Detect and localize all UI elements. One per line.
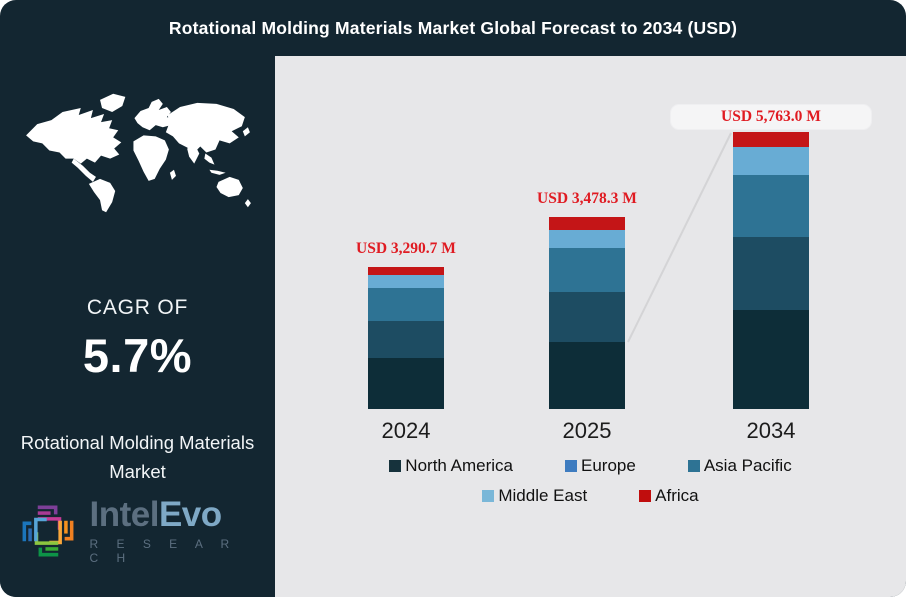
- page-title: Rotational Molding Materials Market Glob…: [168, 17, 738, 38]
- bar-2034: [733, 132, 809, 409]
- segment-asia-pacific-2025: [549, 247, 625, 293]
- legend-swatch-north-america: [389, 460, 402, 472]
- legend-item-europe: Europe: [565, 456, 636, 476]
- total-label-2024: USD 3,290.7 M: [356, 240, 456, 257]
- segment-north-america-2034: [733, 309, 809, 409]
- segment-africa-2024: [368, 267, 444, 276]
- bar-2024: [368, 267, 444, 409]
- segment-europe-2034: [733, 236, 809, 310]
- legend-label-europe: Europe: [581, 456, 636, 475]
- legend-swatch-asia-pacific: [687, 460, 700, 472]
- legend-row-2: Middle East Africa: [275, 486, 906, 506]
- legend-item-middle-east: Middle East: [482, 486, 587, 506]
- sidebar: CAGR OF 5.7% Rotational Molding Material…: [0, 56, 275, 597]
- legend-swatch-europe: [565, 460, 577, 472]
- segment-africa-2034: [733, 132, 809, 148]
- segment-middle-east-2034: [733, 147, 809, 176]
- intelevo-logo: IntelEvo R E S E A R C H: [16, 497, 260, 565]
- content: CAGR OF 5.7% Rotational Molding Material…: [0, 56, 906, 597]
- logo-subtitle: R E S E A R C H: [89, 537, 237, 565]
- legend-label-middle-east: Middle East: [498, 486, 588, 505]
- header: Rotational Molding Materials Market Glob…: [0, 0, 906, 56]
- bar-2025: [549, 217, 625, 409]
- legend-item-north-america: North America: [389, 456, 513, 476]
- logo-name-intel: Intel: [89, 495, 160, 534]
- segment-europe-2025: [549, 292, 625, 343]
- segment-north-america-2025: [549, 342, 625, 409]
- logo-name: IntelEvo: [90, 497, 260, 532]
- world-map-graphic: [19, 86, 257, 214]
- cagr-value: 5.7%: [82, 329, 193, 382]
- segment-asia-pacific-2024: [368, 288, 444, 322]
- segment-africa-2025: [549, 217, 625, 230]
- legend-item-africa: Africa: [639, 486, 699, 506]
- legend-swatch-middle-east: [482, 490, 495, 502]
- segment-north-america-2024: [368, 357, 444, 409]
- total-label-2025: USD 3,478.3 M: [537, 190, 637, 207]
- intelevo-logo-text: IntelEvo R E S E A R C H: [90, 497, 260, 565]
- logo-name-evo: Evo: [158, 495, 222, 534]
- legend-swatch-africa: [639, 490, 652, 502]
- cagr-label: CAGR OF: [86, 296, 189, 319]
- axis-label-2024: 2024: [381, 418, 431, 443]
- world-map-icon: [25, 93, 251, 213]
- total-label-2034: USD 5,763.0 M: [671, 105, 871, 129]
- legend-item-asia-pacific: Asia Pacific: [687, 456, 792, 476]
- segment-asia-pacific-2034: [733, 175, 809, 237]
- legend-label-asia-pacific: Asia Pacific: [703, 456, 792, 475]
- market-name: Rotational Molding Materials Market: [20, 432, 255, 482]
- segment-middle-east-2025: [549, 229, 625, 248]
- segment-europe-2024: [368, 321, 444, 358]
- segment-middle-east-2024: [368, 275, 444, 289]
- chart-panel: USD 3,290.7 M 2024 USD 3,478.3 M 2025 USD 5,…: [275, 56, 906, 597]
- intelevo-logo-mark: [22, 505, 73, 557]
- axis-label-2034: 2034: [746, 418, 796, 443]
- legend-label-africa: Africa: [655, 486, 699, 505]
- axis-label-2025: 2025: [562, 418, 612, 443]
- legend-row-1: North America Europe Asia Pacific: [275, 456, 906, 476]
- legend-label-north-america: North America: [405, 456, 513, 475]
